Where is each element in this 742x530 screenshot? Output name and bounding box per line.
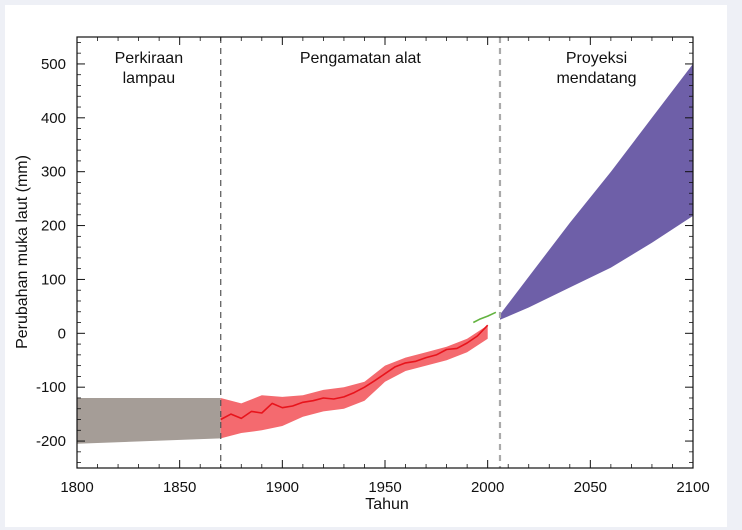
- y-tick-label-200: 200: [41, 218, 66, 235]
- y-axis-title: Perubahan muka laut (mm): [14, 155, 31, 349]
- x-tick-label-1950: 1950: [368, 479, 401, 496]
- x-tick-label-1850: 1850: [163, 479, 196, 496]
- y-tick-label--100: -100: [36, 379, 66, 396]
- y-tick-label-500: 500: [41, 56, 66, 73]
- y-tick-label-0: 0: [58, 325, 66, 342]
- y-tick-label-400: 400: [41, 110, 66, 127]
- y-tick-label--200: -200: [36, 433, 66, 450]
- series-band-0: [77, 398, 221, 444]
- y-tick-label-100: 100: [41, 271, 66, 288]
- series-line-3: [472, 311, 497, 324]
- region-label-2-1: mendatang: [556, 70, 636, 87]
- region-label-0-0: Perkiraan: [115, 50, 183, 67]
- region-label-1-0: Pengamatan alat: [300, 50, 422, 67]
- series-band-1: [220, 325, 488, 439]
- region-label-2-0: Proyeksi: [566, 50, 627, 67]
- x-axis-title: Tahun: [365, 496, 409, 513]
- x-tick-label-2050: 2050: [574, 479, 607, 496]
- region-label-0-1: lampau: [123, 70, 175, 87]
- series-band-4: [500, 63, 693, 320]
- plot-layer: [77, 37, 693, 468]
- series-line-2: [220, 324, 489, 421]
- y-tick-label-300: 300: [41, 164, 66, 181]
- x-tick-label-1900: 1900: [266, 479, 299, 496]
- axis-layer: Perkiraan lampau Pengamatan alat Proyeksi me…: [36, 37, 710, 496]
- x-tick-label-2000: 2000: [471, 479, 504, 496]
- x-tick-label-1800: 1800: [60, 479, 93, 496]
- x-tick-label-2100: 2100: [676, 479, 709, 496]
